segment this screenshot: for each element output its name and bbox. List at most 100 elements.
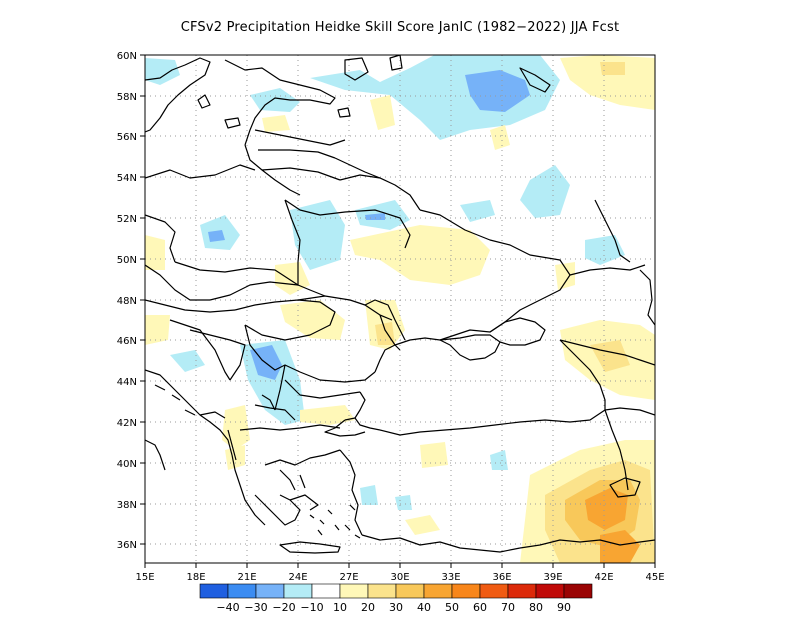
lake-van — [609, 477, 641, 498]
colorbar-label: 90 — [557, 601, 571, 614]
coast-black-sea-south — [379, 409, 606, 436]
lat-label: 52N — [117, 214, 137, 225]
lake-ilmen — [337, 107, 351, 118]
colorbar-swatch — [199, 583, 229, 599]
coast-baltic-east — [244, 144, 301, 196]
shade-light-blue-caspian — [490, 450, 508, 470]
border-greece-north — [239, 424, 341, 431]
border-croatia — [169, 319, 231, 381]
lon-label: 45E — [645, 572, 664, 583]
shade-light-blue-volga — [585, 235, 625, 265]
colorbar-swatch — [479, 583, 509, 599]
lat-label: 54N — [117, 173, 137, 184]
shade-light-blue-central-2 — [460, 200, 495, 222]
shade-mid-blue-poland — [208, 230, 225, 242]
coast-black-sea-north — [394, 321, 506, 346]
lon-label: 21E — [237, 572, 256, 583]
border-estonia-latvia — [258, 149, 336, 159]
island-gotland — [197, 94, 211, 109]
coast-baltic-south — [145, 164, 256, 179]
colorbar-swatch — [563, 583, 593, 599]
lon-label: 36E — [492, 572, 511, 583]
coast-caspian — [639, 269, 655, 326]
shade-pale-yellow-poland-w — [145, 235, 165, 270]
lake-ladoga — [344, 57, 369, 81]
colorbar-label: 60 — [473, 601, 487, 614]
colorbar-swatch — [507, 583, 537, 599]
tick-marks — [140, 54, 656, 568]
coast-euboea — [289, 494, 319, 511]
colorbar-label: 70 — [501, 601, 515, 614]
shade-pale-yellow-russia-2 — [490, 125, 510, 150]
colorbar-label: 20 — [361, 601, 375, 614]
coast-aegean-north — [264, 449, 341, 466]
colorbar-label: 10 — [333, 601, 347, 614]
island-saaremaa — [224, 117, 241, 129]
coast-gulf-of-finland — [224, 59, 336, 146]
shade-pale-yellow-turkey-1 — [420, 442, 448, 468]
coast-azov-sea — [489, 317, 546, 346]
border-ukraine-moldova-romania — [297, 284, 326, 297]
border-russia-belarus — [334, 157, 381, 179]
colorbar-label: −30 — [244, 601, 267, 614]
border-romania-moldova — [379, 314, 401, 351]
shade-yellow-ne — [600, 62, 625, 75]
lat-label: 42N — [117, 418, 137, 429]
coast-turkey-south — [361, 534, 521, 553]
border-turkey-east — [604, 409, 629, 491]
border-kosovo — [261, 394, 276, 411]
shade-pale-yellow-bulgaria — [300, 405, 355, 425]
colorbar-swatch — [451, 583, 481, 599]
border-belarus-north — [339, 174, 421, 211]
shade-pale-yellow-ukraine — [350, 225, 490, 285]
island-crete — [279, 541, 341, 554]
coast-dalmatian-islands — [154, 384, 196, 416]
coast-black-sea-east — [559, 339, 606, 410]
border-romania-south — [284, 364, 376, 383]
border-poland-south — [174, 261, 299, 286]
skill-shading — [145, 55, 655, 563]
border-austria — [145, 299, 236, 313]
border-georgia-south — [604, 407, 655, 416]
shade-pale-yellow-adriatic — [145, 315, 170, 345]
colorbar-swatch — [311, 583, 341, 599]
coast-black-sea-west — [354, 344, 396, 419]
coast-greece-west — [231, 454, 266, 526]
border-germany-czech — [145, 264, 210, 301]
colorbar-swatch — [535, 583, 565, 599]
coast-bosporus — [344, 417, 381, 431]
shade-orange-turkey — [585, 488, 628, 530]
colorbar-label: 40 — [417, 601, 431, 614]
colorbar: −40 −30 −20 −10 10 20 30 40 50 60 70 80 … — [199, 583, 593, 614]
lat-label: 60N — [117, 51, 137, 62]
islands-cyclades — [309, 509, 340, 536]
border-caucasus — [559, 339, 655, 366]
lat-label: 50N — [117, 255, 137, 266]
border-syria-turkey — [519, 539, 655, 549]
shade-pale-yellow-hungary — [280, 300, 345, 340]
lon-label: 42E — [594, 572, 613, 583]
border-bosnia — [189, 329, 246, 381]
coast-chalkidiki — [279, 469, 306, 491]
shade-light-blue-north-center — [250, 88, 300, 112]
shade-pale-yellow-russia-1 — [370, 95, 395, 130]
border-czech-slovakia — [209, 281, 299, 301]
shade-pale-yellow-north-east — [560, 55, 655, 110]
river-volga — [594, 199, 631, 263]
lat-label: 36N — [117, 540, 137, 551]
coast-adriatic — [145, 369, 233, 456]
colorbar-swatch — [367, 583, 397, 599]
lon-label: 24E — [288, 572, 307, 583]
coast-italy-east — [145, 439, 166, 471]
colorbar-label: −20 — [272, 601, 295, 614]
lon-label: 27E — [339, 572, 358, 583]
border-poland-east — [284, 199, 301, 285]
shade-light-blue-belarus — [290, 200, 345, 270]
border-belarus — [284, 199, 411, 249]
map-title: CFSv2 Precipitation Heidke Skill Score J… — [180, 20, 620, 35]
lat-label: 40N — [117, 459, 137, 470]
islands-dodecanese — [344, 504, 361, 539]
shade-pale-yellow-slovakia — [275, 262, 310, 295]
shade-yellow-caucasus — [590, 340, 630, 372]
